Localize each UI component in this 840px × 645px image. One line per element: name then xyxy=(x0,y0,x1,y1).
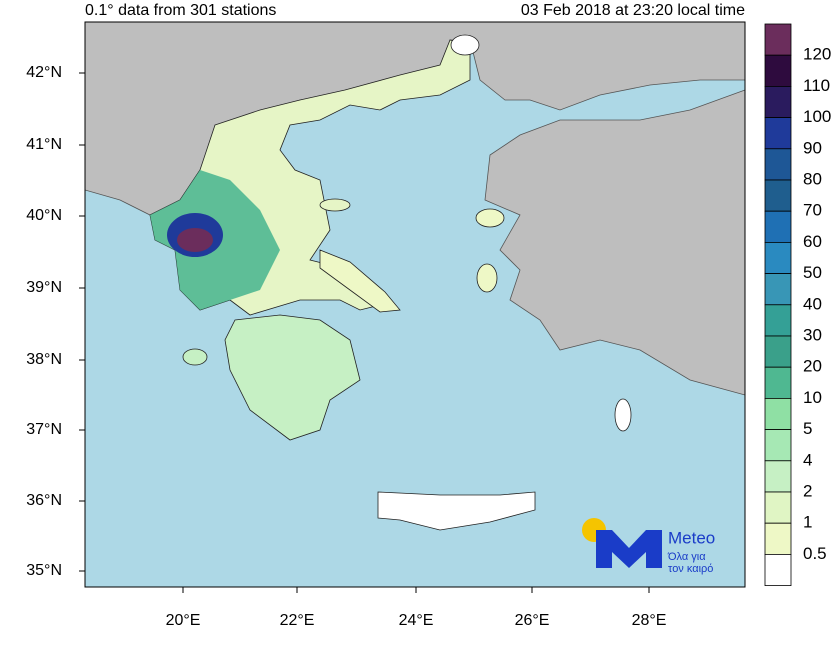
colorbar-box xyxy=(764,522,792,555)
map-frame xyxy=(84,21,746,588)
logo-tagline: Όλα για xyxy=(667,551,706,563)
colorbar-label: 40 xyxy=(803,294,822,313)
colorbar-box xyxy=(764,117,792,150)
colorbar-box xyxy=(764,429,792,462)
lon-label: 26°E xyxy=(515,612,550,629)
lon-label: 24°E xyxy=(399,612,434,629)
precip-peak xyxy=(177,228,213,252)
lat-label: 36°N xyxy=(26,492,62,509)
lat-label: 42°N xyxy=(26,64,62,81)
colorbar-label: 20 xyxy=(803,357,822,376)
evia xyxy=(319,249,401,313)
colorbar-label: 1 xyxy=(803,513,812,532)
logo-m xyxy=(596,530,662,568)
colorbar-box xyxy=(764,335,792,368)
logo-tagline: τον καιρό xyxy=(668,563,713,575)
colorbar-box xyxy=(764,304,792,337)
colorbar-box xyxy=(764,273,792,306)
colorbar-label: 2 xyxy=(803,481,812,500)
colorbar-box xyxy=(764,366,792,399)
colorbar-label: 30 xyxy=(803,325,822,344)
colorbar-label: 10 xyxy=(803,388,822,407)
lon-label: 20°E xyxy=(166,612,201,629)
island xyxy=(476,263,498,293)
colorbar-label: 120 xyxy=(803,45,831,64)
lat-label: 38°N xyxy=(26,351,62,368)
lat-label: 39°N xyxy=(26,279,62,296)
colorbar-label: 110 xyxy=(803,76,830,95)
colorbar-box xyxy=(764,23,792,56)
map xyxy=(84,21,746,588)
colorbar-box xyxy=(764,54,792,87)
colorbar-label: 4 xyxy=(803,450,812,469)
colorbar-box xyxy=(764,397,792,430)
header-left: 0.1° data from 301 stations xyxy=(85,2,276,19)
colorbar-label: 50 xyxy=(803,263,822,282)
logo-name: Meteo xyxy=(668,528,715,547)
island xyxy=(614,398,632,432)
island xyxy=(475,208,505,228)
colorbar-box xyxy=(764,210,792,243)
colorbar-box xyxy=(764,86,792,119)
lat-label: 40°N xyxy=(26,207,62,224)
lat-label: 41°N xyxy=(26,136,62,153)
lon-label: 28°E xyxy=(632,612,667,629)
colorbar-label: 60 xyxy=(803,232,822,251)
crete xyxy=(377,491,536,531)
colorbar-box xyxy=(764,554,792,587)
lon-label: 22°E xyxy=(280,612,315,629)
land-turkey xyxy=(484,89,746,396)
colorbar-label: 5 xyxy=(803,419,812,438)
island xyxy=(319,198,351,212)
island xyxy=(450,34,480,56)
colorbar-label: 80 xyxy=(803,169,822,188)
island xyxy=(182,348,208,366)
colorbar-label: 0.5 xyxy=(803,544,827,563)
colorbar-box xyxy=(764,179,792,212)
peloponnese xyxy=(224,314,361,441)
colorbar-label: 100 xyxy=(803,107,831,126)
colorbar-box xyxy=(764,241,792,274)
colorbar-label: 70 xyxy=(803,201,822,220)
logo: Meteo Όλα για τον καιρό xyxy=(582,518,715,575)
colorbar-box xyxy=(764,491,792,524)
lat-label: 37°N xyxy=(26,421,62,438)
colorbar-label: 90 xyxy=(803,138,822,157)
colorbar-box xyxy=(764,460,792,493)
header-right: 03 Feb 2018 at 23:20 local time xyxy=(521,2,745,19)
lat-label: 35°N xyxy=(26,562,62,579)
colorbar-box xyxy=(764,148,792,181)
